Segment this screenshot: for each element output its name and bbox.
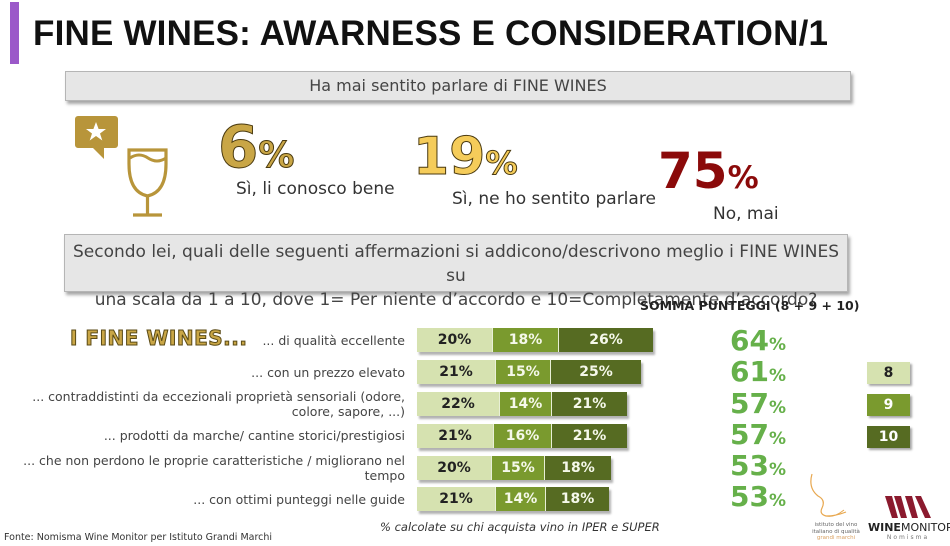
legend-score-8: 8 <box>867 362 910 384</box>
row-label: ... prodotti da marche/ cantine storici/… <box>103 428 405 443</box>
stat-heard-value: 19% <box>412 127 518 187</box>
wine-monitor-wordmark: WINEMONITOR <box>868 521 950 534</box>
nomisma-wordmark: Nomisma <box>886 534 930 541</box>
fine-wines-lead-label: I FINE WINES... <box>69 326 248 351</box>
sum-value: 57% <box>730 418 787 451</box>
bar-segment-10: 21% <box>551 392 627 416</box>
wine-monitor-logo: WINEMONITOR Nomisma <box>868 496 950 544</box>
stat-know-well-value: 6% <box>217 113 295 181</box>
bar-segment-8: 21% <box>417 424 493 448</box>
consideration-question-box: Secondo lei, quali delle seguenti afferm… <box>64 234 848 310</box>
stacked-bar: 21% 15% 25% <box>417 360 641 384</box>
stat-never-value: 75% <box>658 142 759 200</box>
bar-segment-8: 20% <box>417 328 492 352</box>
source-note: Fonte: Nomisma Wine Monitor per Istituto… <box>4 532 273 543</box>
wine-monitor-mark-icon <box>885 496 931 518</box>
row-label: ... con un prezzo elevato <box>251 365 405 380</box>
wine-glass-with-star-speech-bubble-icon <box>73 114 183 222</box>
bar-segment-8: 20% <box>417 456 491 480</box>
stat-heard-label: Sì, ne ho sentito parlare <box>452 189 656 209</box>
row-label: ... contraddistinti da eccezionali propr… <box>32 389 405 419</box>
stacked-bar: 21% 14% 18% <box>417 487 609 511</box>
sum-value: 61% <box>730 355 787 388</box>
bar-segment-9: 18% <box>492 328 558 352</box>
stacked-bar: 20% 15% 18% <box>417 456 611 480</box>
title-accent-bar <box>10 2 19 64</box>
consideration-question-line1: Secondo lei, quali delle seguenti afferm… <box>72 242 840 286</box>
consideration-question-line2: una scala da 1 a 10, dove 1= Per niente … <box>94 290 818 310</box>
bar-segment-8: 21% <box>417 487 495 511</box>
stacked-bar: 20% 18% 26% <box>417 328 653 352</box>
row-label: ... con ottimi punteggi nelle guide <box>193 492 405 507</box>
legend-score-9: 9 <box>867 394 910 416</box>
bar-segment-9: 14% <box>499 392 551 416</box>
awareness-question-box: Ha mai sentito parlare di FINE WINES <box>65 71 851 101</box>
sum-value: 53% <box>730 449 787 482</box>
bar-segment-9: 14% <box>495 487 545 511</box>
bar-segment-10: 25% <box>550 360 641 384</box>
istituto-grandi-marchi-logo: istituto del vino italiano di qualità gr… <box>802 472 870 544</box>
sum-value: 53% <box>730 480 787 513</box>
ivq-text: istituto del vino italiano di qualità gr… <box>812 522 860 541</box>
bar-segment-9: 15% <box>491 456 544 480</box>
glass-profile-icon <box>810 473 847 517</box>
bar-segment-10: 18% <box>545 487 609 511</box>
awareness-question: Ha mai sentito parlare di FINE WINES <box>309 76 607 95</box>
stat-never-label: No, mai <box>713 204 779 224</box>
stacked-bar: 21% 16% 21% <box>417 424 627 448</box>
legend-score-10: 10 <box>867 426 910 448</box>
bar-segment-10: 21% <box>551 424 627 448</box>
stacked-bar: 22% 14% 21% <box>417 392 627 416</box>
bar-segment-9: 16% <box>493 424 551 448</box>
bar-segment-9: 15% <box>495 360 550 384</box>
calculation-note: % calcolate su chi acquista vino in IPER… <box>380 520 660 534</box>
page-title: FINE WINES: AWARNESS E CONSIDERATION/1 <box>33 14 829 53</box>
sum-header: SOMMA PUNTEGGI (8 + 9 + 10) <box>640 298 860 313</box>
row-label: ... che non perdono le proprie caratteri… <box>23 453 405 483</box>
bar-segment-10: 18% <box>544 456 611 480</box>
bar-segment-10: 26% <box>558 328 653 352</box>
row-label: ... di qualità eccellente <box>262 333 405 348</box>
sum-value: 64% <box>730 324 787 357</box>
bar-segment-8: 21% <box>417 360 495 384</box>
bar-segment-8: 22% <box>417 392 499 416</box>
stat-know-well-label: Sì, li conosco bene <box>236 179 395 199</box>
sum-value: 57% <box>730 387 787 420</box>
